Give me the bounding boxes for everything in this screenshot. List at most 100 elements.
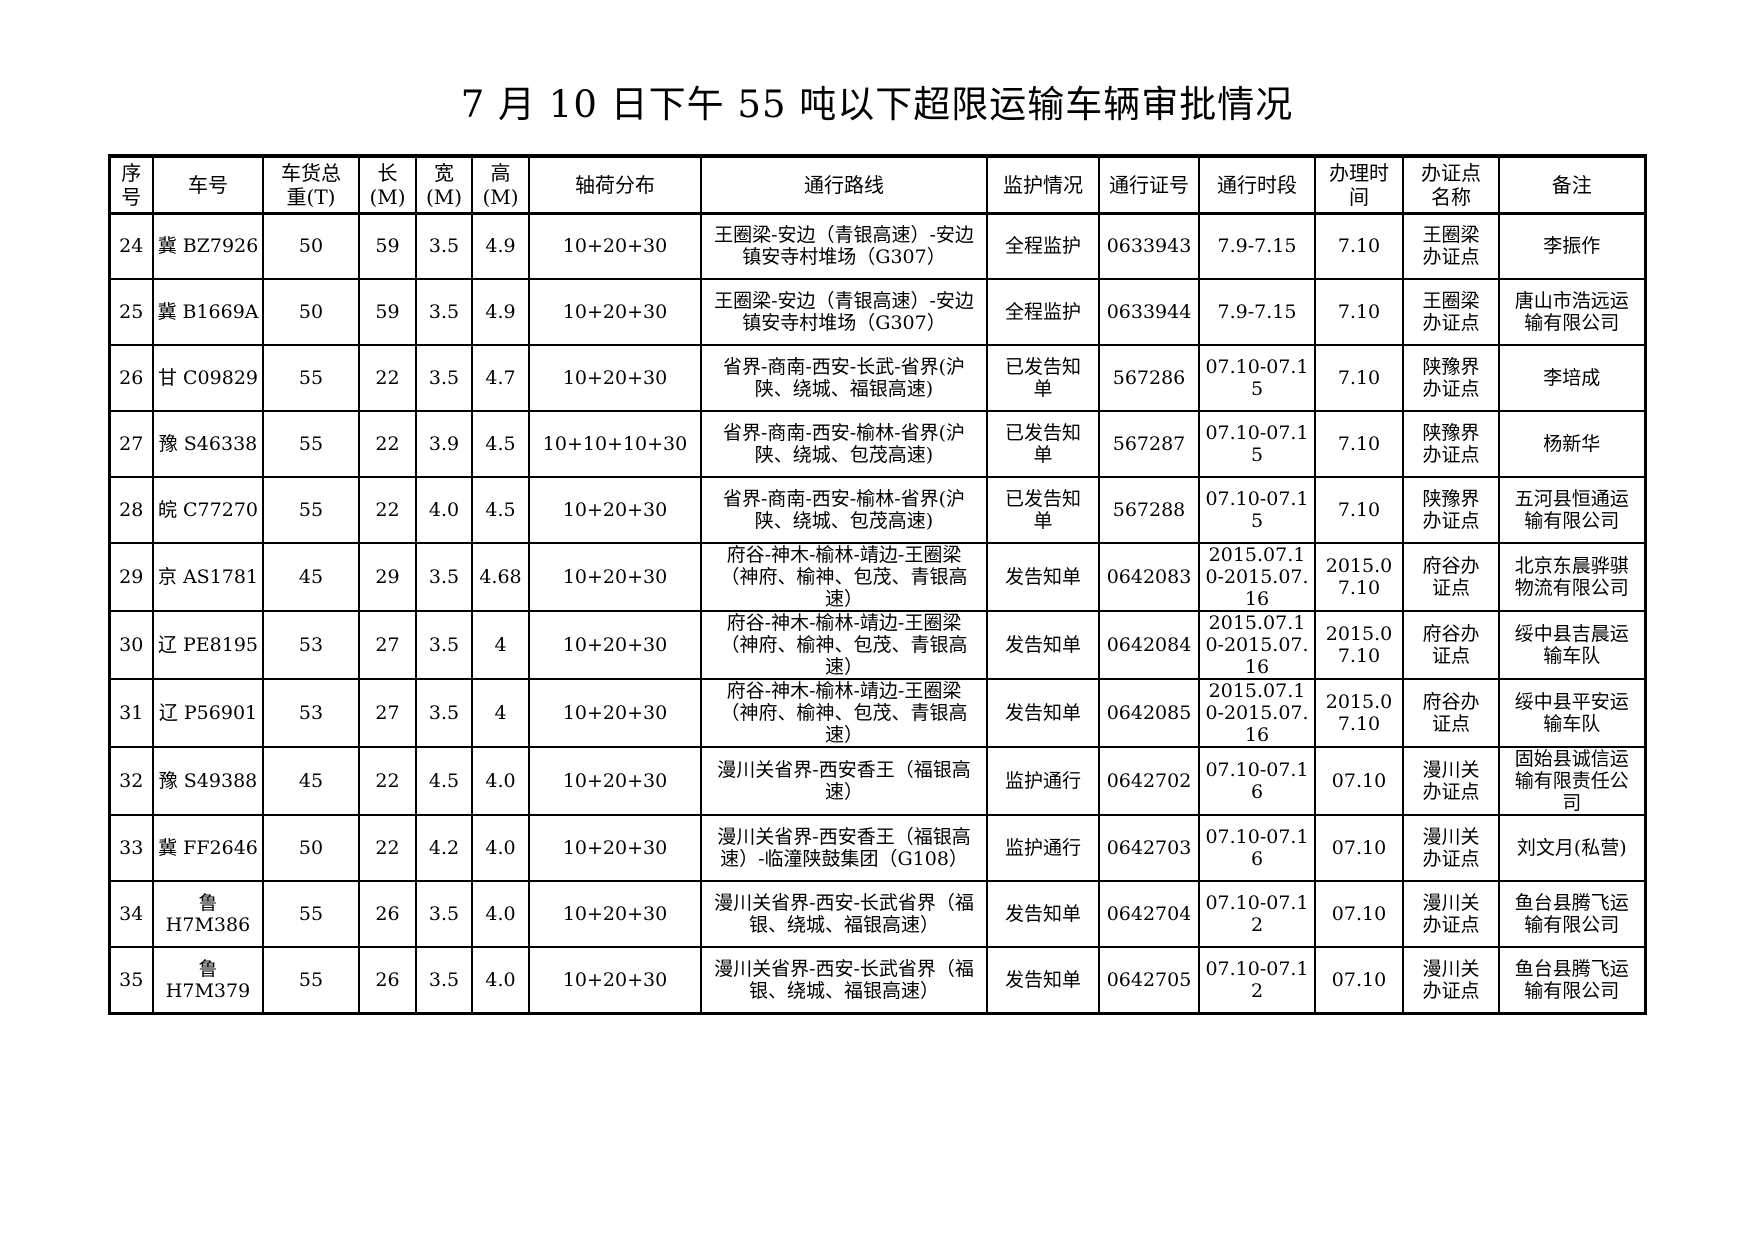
- table-cell: 10+20+30: [528, 610, 702, 680]
- table-cell: 4.0: [415, 476, 473, 544]
- table-cell: 31: [108, 678, 154, 748]
- table-cell: 07.10: [1314, 946, 1404, 1014]
- table-cell: 府谷办证点: [1402, 678, 1500, 748]
- column-header-total-weight: 车货总 重(T): [262, 155, 360, 215]
- column-header-office-name: 办证点 名称: [1402, 155, 1500, 215]
- table-cell: 10+20+30: [528, 746, 702, 816]
- table-cell: 55: [262, 476, 360, 544]
- table-cell: 3.5: [415, 678, 473, 748]
- table-cell: 567288: [1098, 476, 1200, 544]
- table-cell: 五河县恒通运输有限公司: [1498, 476, 1646, 544]
- table-cell: 鱼台县腾飞运输有限公司: [1498, 880, 1646, 948]
- table-cell: 34: [108, 880, 154, 948]
- column-header-length: 长 (M): [358, 155, 417, 215]
- table-cell: 鱼台县腾飞运输有限公司: [1498, 946, 1646, 1014]
- table-cell: 2015.07.10-2015.07.16: [1198, 678, 1316, 748]
- table-cell: 发告知单: [986, 880, 1100, 948]
- table-cell: 漫川关办证点: [1402, 814, 1500, 882]
- table-cell: 辽 PE8195: [152, 610, 264, 680]
- table-cell: 固始县诚信运输有限责任公司: [1498, 746, 1646, 816]
- table-cell: 省界-商南-西安-长武-省界(沪陕、绕城、福银高速): [700, 344, 988, 412]
- table-cell: 王圈梁-安边（青银高速）-安边镇安寺村堆场（G307）: [700, 278, 988, 346]
- table-cell: 45: [262, 746, 360, 816]
- column-header-processing-time: 办理时 间: [1314, 155, 1404, 215]
- table-cell: 冀 B1669A: [152, 278, 264, 346]
- table-cell: 0642702: [1098, 746, 1200, 816]
- table-cell: 59: [358, 212, 417, 280]
- table-row: 31 辽 P56901 53 27 3.5 4 10+20+30 府谷-神木-榆林-靖边-王圈…: [108, 678, 1646, 748]
- table-cell: 26: [358, 880, 417, 948]
- column-header-route: 通行路线: [700, 155, 988, 215]
- page-title: 7 月 10 日下午 55 吨以下超限运输车辆审批情况: [460, 83, 1294, 126]
- table-cell: 4.9: [471, 278, 530, 346]
- table-cell: 李振作: [1498, 212, 1646, 280]
- table-cell: 4.2: [415, 814, 473, 882]
- table-cell: 28: [108, 476, 154, 544]
- table-cell: 26: [108, 344, 154, 412]
- table-cell: 0642084: [1098, 610, 1200, 680]
- approval-table: 序 号 车号 车货总 重(T) 长 (M) 宽 (M) 高 (M) 轴荷分布 通…: [107, 154, 1647, 1015]
- table-cell: 59: [358, 278, 417, 346]
- table-cell: 2015.07.10: [1314, 542, 1404, 612]
- table-cell: 2015.07.10: [1314, 610, 1404, 680]
- table-cell: 唐山市浩远运输有限公司: [1498, 278, 1646, 346]
- table-cell: 0633944: [1098, 278, 1200, 346]
- table-cell: 漫川关省界-西安-长武省界（福银、绕城、福银高速）: [700, 880, 988, 948]
- table-cell: 4.7: [471, 344, 530, 412]
- table-cell: 府谷-神木-榆林-靖边-王圈梁（神府、榆神、包茂、青银高速）: [700, 542, 988, 612]
- table-row: 24 冀 BZ7926 50 59 3.5 4.9 10+20+30 王圈梁-安边（青银高速）…: [108, 212, 1646, 280]
- table-cell: 07.10: [1314, 814, 1404, 882]
- table-cell: 3.5: [415, 542, 473, 612]
- column-header-height: 高 (M): [471, 155, 530, 215]
- table-cell: 全程监护: [986, 212, 1100, 280]
- table-cell: 发告知单: [986, 946, 1100, 1014]
- table-cell: 26: [358, 946, 417, 1014]
- table-cell: 22: [358, 746, 417, 816]
- table-cell: 4.5: [415, 746, 473, 816]
- table-cell: 10+20+30: [528, 678, 702, 748]
- table-cell: 绥中县平安运输车队: [1498, 678, 1646, 748]
- table-cell: 55: [262, 946, 360, 1014]
- table-cell: 省界-商南-西安-榆林-省界(沪陕、绕城、包茂高速): [700, 476, 988, 544]
- column-header-axle-load: 轴荷分布: [528, 155, 702, 215]
- table-cell: 10+20+30: [528, 880, 702, 948]
- table-cell: 33: [108, 814, 154, 882]
- table-cell: 4.9: [471, 212, 530, 280]
- table-cell: 29: [358, 542, 417, 612]
- table-cell: 发告知单: [986, 542, 1100, 612]
- table-cell: 22: [358, 814, 417, 882]
- column-header-time-period: 通行时段: [1198, 155, 1316, 215]
- table-row: 29 京 AS1781 45 29 3.5 4.68 10+20+30 府谷-神木-榆林-靖边…: [108, 542, 1646, 612]
- table-cell: 皖 C77270: [152, 476, 264, 544]
- column-header-serial-number: 序 号: [108, 155, 154, 215]
- table-cell: 7.10: [1314, 212, 1404, 280]
- table-cell: 55: [262, 344, 360, 412]
- table-cell: 鲁 H7M386: [152, 880, 264, 948]
- table-cell: 府谷-神木-榆林-靖边-王圈梁（神府、榆神、包茂、青银高速）: [700, 610, 988, 680]
- table-cell: 7.9-7.15: [1198, 212, 1316, 280]
- table-cell: 10+20+30: [528, 542, 702, 612]
- table-cell: 京 AS1781: [152, 542, 264, 612]
- table-row: 33 冀 FF2646 50 22 4.2 4.0 10+20+30 漫川关省界-西安香王（福…: [108, 814, 1646, 882]
- table-cell: 50: [262, 814, 360, 882]
- table-cell: 漫川关办证点: [1402, 880, 1500, 948]
- table-cell: 7.9-7.15: [1198, 278, 1316, 346]
- table-cell: 漫川关省界-西安香王（福银高速）-临潼陕鼓集团（G108）: [700, 814, 988, 882]
- table-cell: 杨新华: [1498, 410, 1646, 478]
- table-cell: 55: [262, 410, 360, 478]
- table-cell: 45: [262, 542, 360, 612]
- table-cell: 陕豫界办证点: [1402, 410, 1500, 478]
- table-row: 26 甘 C09829 55 22 3.5 4.7 10+20+30 省界-商南-西安-长武-…: [108, 344, 1646, 412]
- table-cell: 35: [108, 946, 154, 1014]
- table-cell: 3.5: [415, 278, 473, 346]
- table-cell: 07.10-07.16: [1198, 814, 1316, 882]
- table-cell: 24: [108, 212, 154, 280]
- table-body: 24 冀 BZ7926 50 59 3.5 4.9 10+20+30 王圈梁-安边（青银高速）…: [108, 212, 1646, 1014]
- table-cell: 冀 BZ7926: [152, 212, 264, 280]
- table-cell: 10+20+30: [528, 814, 702, 882]
- table-cell: 已发告知单: [986, 344, 1100, 412]
- table-cell: 王圈梁-安边（青银高速）-安边镇安寺村堆场（G307）: [700, 212, 988, 280]
- table-cell: 3.5: [415, 344, 473, 412]
- table-cell: 已发告知单: [986, 410, 1100, 478]
- table-cell: 7.10: [1314, 476, 1404, 544]
